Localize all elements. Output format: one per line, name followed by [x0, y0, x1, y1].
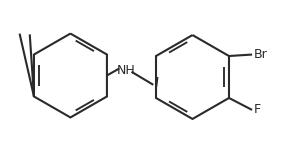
Text: Br: Br	[253, 48, 267, 61]
Text: F: F	[253, 103, 261, 116]
Text: NH: NH	[116, 64, 135, 77]
